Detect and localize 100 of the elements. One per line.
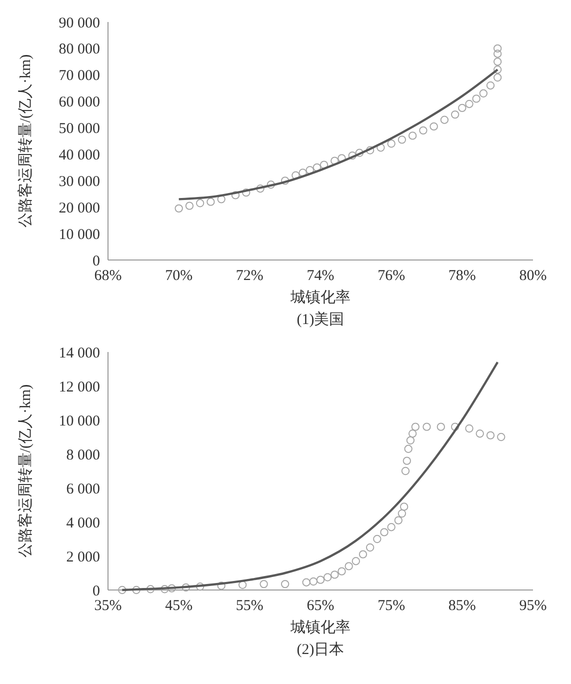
y-tick-label: 2 000 [66, 549, 100, 566]
y-axis-title: 公路客运周转量/(亿人·km) [17, 54, 34, 228]
x-tick-label: 72% [236, 268, 264, 284]
point [436, 422, 446, 431]
point [422, 422, 431, 431]
point [217, 195, 226, 204]
point [465, 424, 474, 433]
y-tick-label: 40 000 [58, 147, 100, 164]
point [256, 184, 264, 193]
point [486, 81, 495, 90]
point [387, 523, 396, 532]
point [312, 163, 322, 172]
point [458, 104, 466, 112]
point [280, 580, 290, 588]
x-axis-title: 城镇化率 [290, 619, 350, 636]
point [450, 110, 460, 119]
y-tick-label: 90 000 [58, 15, 100, 32]
point [401, 466, 410, 476]
x-tick-label: 74% [306, 268, 334, 284]
point [309, 577, 318, 586]
point [344, 562, 353, 570]
point [146, 585, 155, 594]
x-tick-label: 85% [448, 598, 476, 614]
y-tick-label: 8 000 [66, 447, 100, 464]
point [411, 422, 420, 431]
point [260, 580, 268, 588]
point [406, 436, 415, 444]
point [493, 73, 502, 82]
x-tick-label: 70% [165, 268, 193, 284]
point [168, 584, 176, 592]
point [185, 202, 194, 210]
point [206, 198, 215, 206]
x-tick-label: 75% [378, 598, 406, 614]
point [398, 136, 406, 144]
y-tick-label: 70 000 [58, 68, 100, 84]
text: (1)美国 [296, 311, 344, 328]
point [472, 94, 480, 103]
point [280, 176, 290, 185]
y-tick-label: 30 000 [58, 174, 100, 190]
point [348, 151, 356, 160]
y-tick-label: 10 000 [58, 413, 100, 430]
y-tick-label: 4 000 [66, 515, 100, 532]
point [330, 570, 339, 579]
point [358, 550, 368, 558]
point [323, 573, 332, 582]
point [366, 146, 374, 154]
point [160, 585, 169, 594]
point [352, 557, 360, 566]
point [196, 199, 204, 208]
x-tick-label: 35% [94, 598, 122, 614]
point [338, 567, 346, 576]
point [174, 204, 183, 213]
point [419, 126, 428, 135]
y-axis-title: 公路客运周转量/(亿人·km) [17, 384, 34, 558]
point [465, 100, 474, 108]
point [316, 576, 325, 584]
point [182, 583, 190, 592]
point [320, 160, 328, 169]
x-axis-title: 城镇化率 [290, 289, 350, 306]
point [394, 516, 403, 524]
point [380, 528, 388, 536]
y-tick-label: 0 [92, 583, 100, 600]
x-tick-label: 68% [94, 268, 122, 284]
point [476, 430, 484, 438]
point [440, 116, 449, 124]
point [479, 89, 488, 98]
point [132, 586, 140, 594]
point [450, 422, 460, 431]
y-tick-label: 80 000 [58, 42, 100, 58]
point [408, 132, 417, 140]
point [402, 456, 412, 465]
point [118, 586, 126, 594]
point [217, 582, 226, 590]
point [366, 543, 374, 552]
x-tick-label: 95% [519, 598, 547, 614]
x-tick-label: 55% [236, 598, 264, 614]
point [302, 578, 310, 586]
point [231, 191, 240, 200]
x-tick-label: 76% [378, 268, 406, 284]
point [306, 166, 314, 174]
y-tick-label: 6 000 [66, 481, 100, 498]
y-tick-label: 20 000 [58, 200, 100, 216]
x-tick-label: 78% [448, 268, 476, 284]
point [398, 509, 406, 518]
y-tick-label: 12 000 [58, 379, 100, 396]
y-tick-label: 14 000 [58, 345, 100, 362]
point [493, 58, 502, 66]
point [408, 430, 417, 438]
point [196, 582, 204, 591]
text: (2)日本 [296, 641, 344, 658]
point [486, 431, 495, 440]
point [497, 432, 506, 442]
point [238, 580, 247, 589]
point [355, 148, 364, 157]
x-tick-label: 45% [165, 598, 193, 614]
point [400, 502, 408, 511]
x-tick-label: 65% [306, 598, 334, 614]
y-tick-label: 60 000 [58, 94, 100, 111]
point [493, 66, 502, 74]
y-tick-label: 50 000 [58, 121, 100, 138]
